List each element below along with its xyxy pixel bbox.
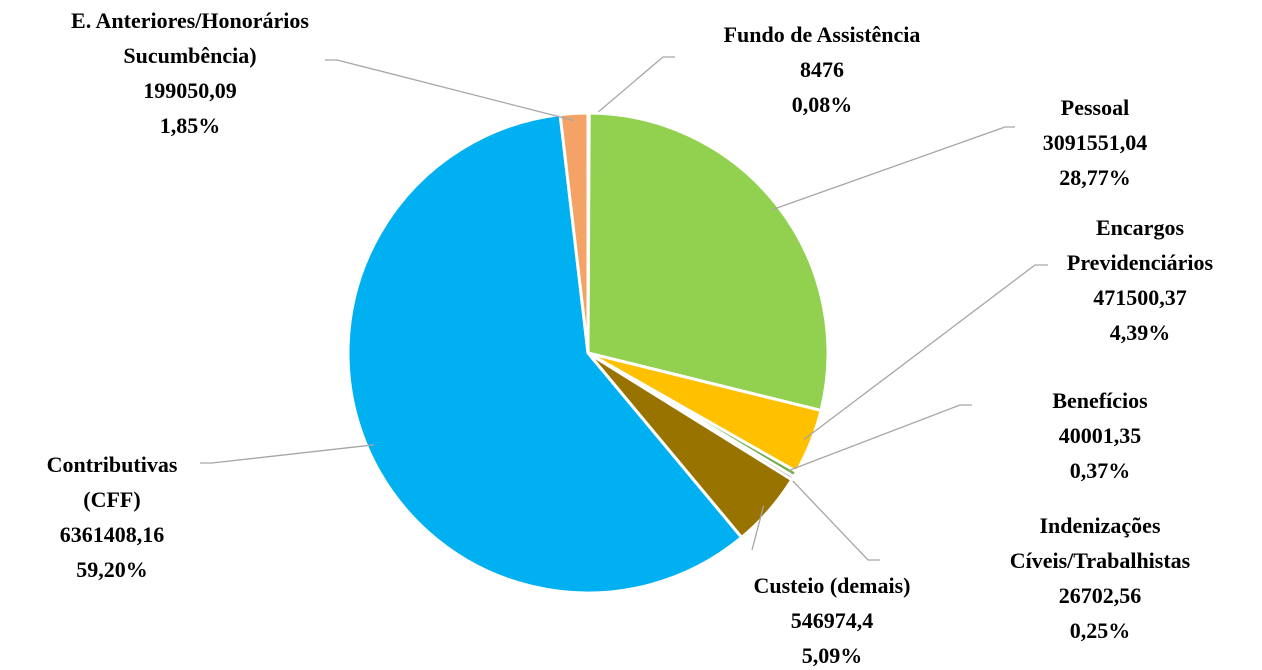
leader-line xyxy=(751,505,765,551)
data-label: Encargos Previdenciários 471500,37 4,39% xyxy=(1040,210,1240,350)
value-label: 6361408,16 xyxy=(59,522,165,547)
category-label: Pessoal xyxy=(1060,95,1130,120)
category-label: Fundo de Assistência xyxy=(723,22,921,47)
data-label: Pessoal 3091551,04 28,77% xyxy=(985,90,1205,195)
percent-label: 4,39% xyxy=(1109,320,1171,345)
category-label: Benefícios xyxy=(1052,388,1148,413)
category-label: Custeio (demais) xyxy=(753,573,911,598)
value-label: 26702,56 xyxy=(1058,583,1142,608)
pie-slice xyxy=(586,111,830,413)
percent-label: 28,77% xyxy=(1059,165,1131,190)
data-label: Benefícios 40001,35 0,37% xyxy=(1000,383,1200,488)
leader-line xyxy=(771,126,1015,211)
leader-line xyxy=(803,264,1048,440)
data-label: Custeio (demais) 546974,4 5,09% xyxy=(712,568,952,670)
value-label: 471500,37 xyxy=(1093,285,1187,310)
percent-label: 0,25% xyxy=(1069,618,1131,643)
leader-line xyxy=(786,473,880,561)
category-label: Indenizações Cíveis/Trabalhistas xyxy=(1009,513,1191,573)
category-label: Contributivas (CFF) xyxy=(46,452,178,512)
leader-line xyxy=(588,56,675,121)
data-label: E. Anteriores/Honorários Sucumbência) 199… xyxy=(25,3,355,143)
value-label: 8476 xyxy=(800,57,844,82)
percent-label: 0,08% xyxy=(791,92,853,117)
data-label: Indenizações Cíveis/Trabalhistas 26702,56… xyxy=(983,508,1218,648)
percent-label: 0,37% xyxy=(1069,458,1131,483)
data-label: Contributivas (CFF) 6361408,16 59,20% xyxy=(17,447,207,587)
data-label: Fundo de Assistência 8476 0,08% xyxy=(662,17,982,122)
percent-label: 59,20% xyxy=(76,557,148,582)
percent-label: 5,09% xyxy=(801,643,863,668)
leader-line xyxy=(788,404,972,472)
pie-slice xyxy=(558,111,590,354)
percent-label: 1,85% xyxy=(159,113,221,138)
leader-line xyxy=(200,444,375,464)
value-label: 3091551,04 xyxy=(1042,130,1148,155)
value-label: 546974,4 xyxy=(790,608,874,633)
category-label: Encargos Previdenciários xyxy=(1066,215,1214,275)
pie-slice xyxy=(346,112,744,595)
leader-line xyxy=(325,59,575,122)
value-label: 40001,35 xyxy=(1058,423,1142,448)
value-label: 199050,09 xyxy=(143,78,237,103)
category-label: E. Anteriores/Honorários Sucumbência) xyxy=(71,8,309,68)
